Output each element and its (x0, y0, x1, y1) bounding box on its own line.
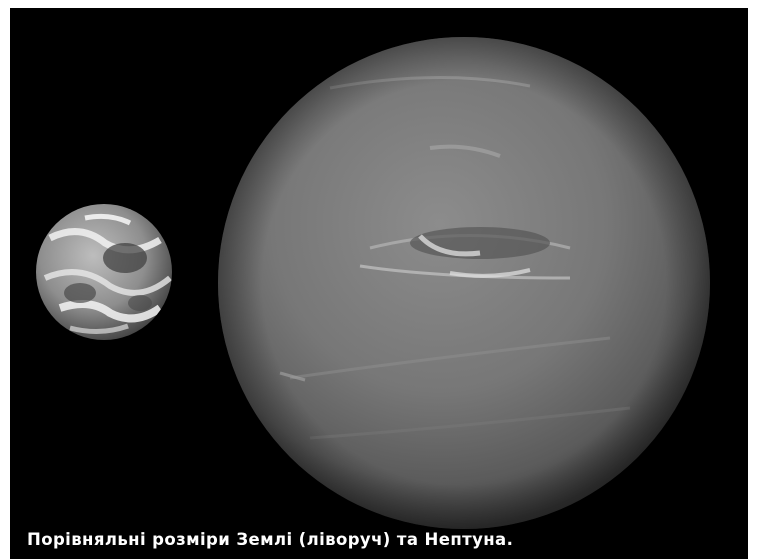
photo-caption: Порівняльні розміри Землі (ліворуч) та Н… (27, 530, 514, 549)
earth-icon (36, 204, 172, 340)
photo-frame: Порівняльні розміри Землі (ліворуч) та Н… (10, 8, 748, 559)
planets-photo (36, 37, 710, 529)
page-margin (752, 0, 763, 559)
neptune-icon (218, 37, 710, 529)
